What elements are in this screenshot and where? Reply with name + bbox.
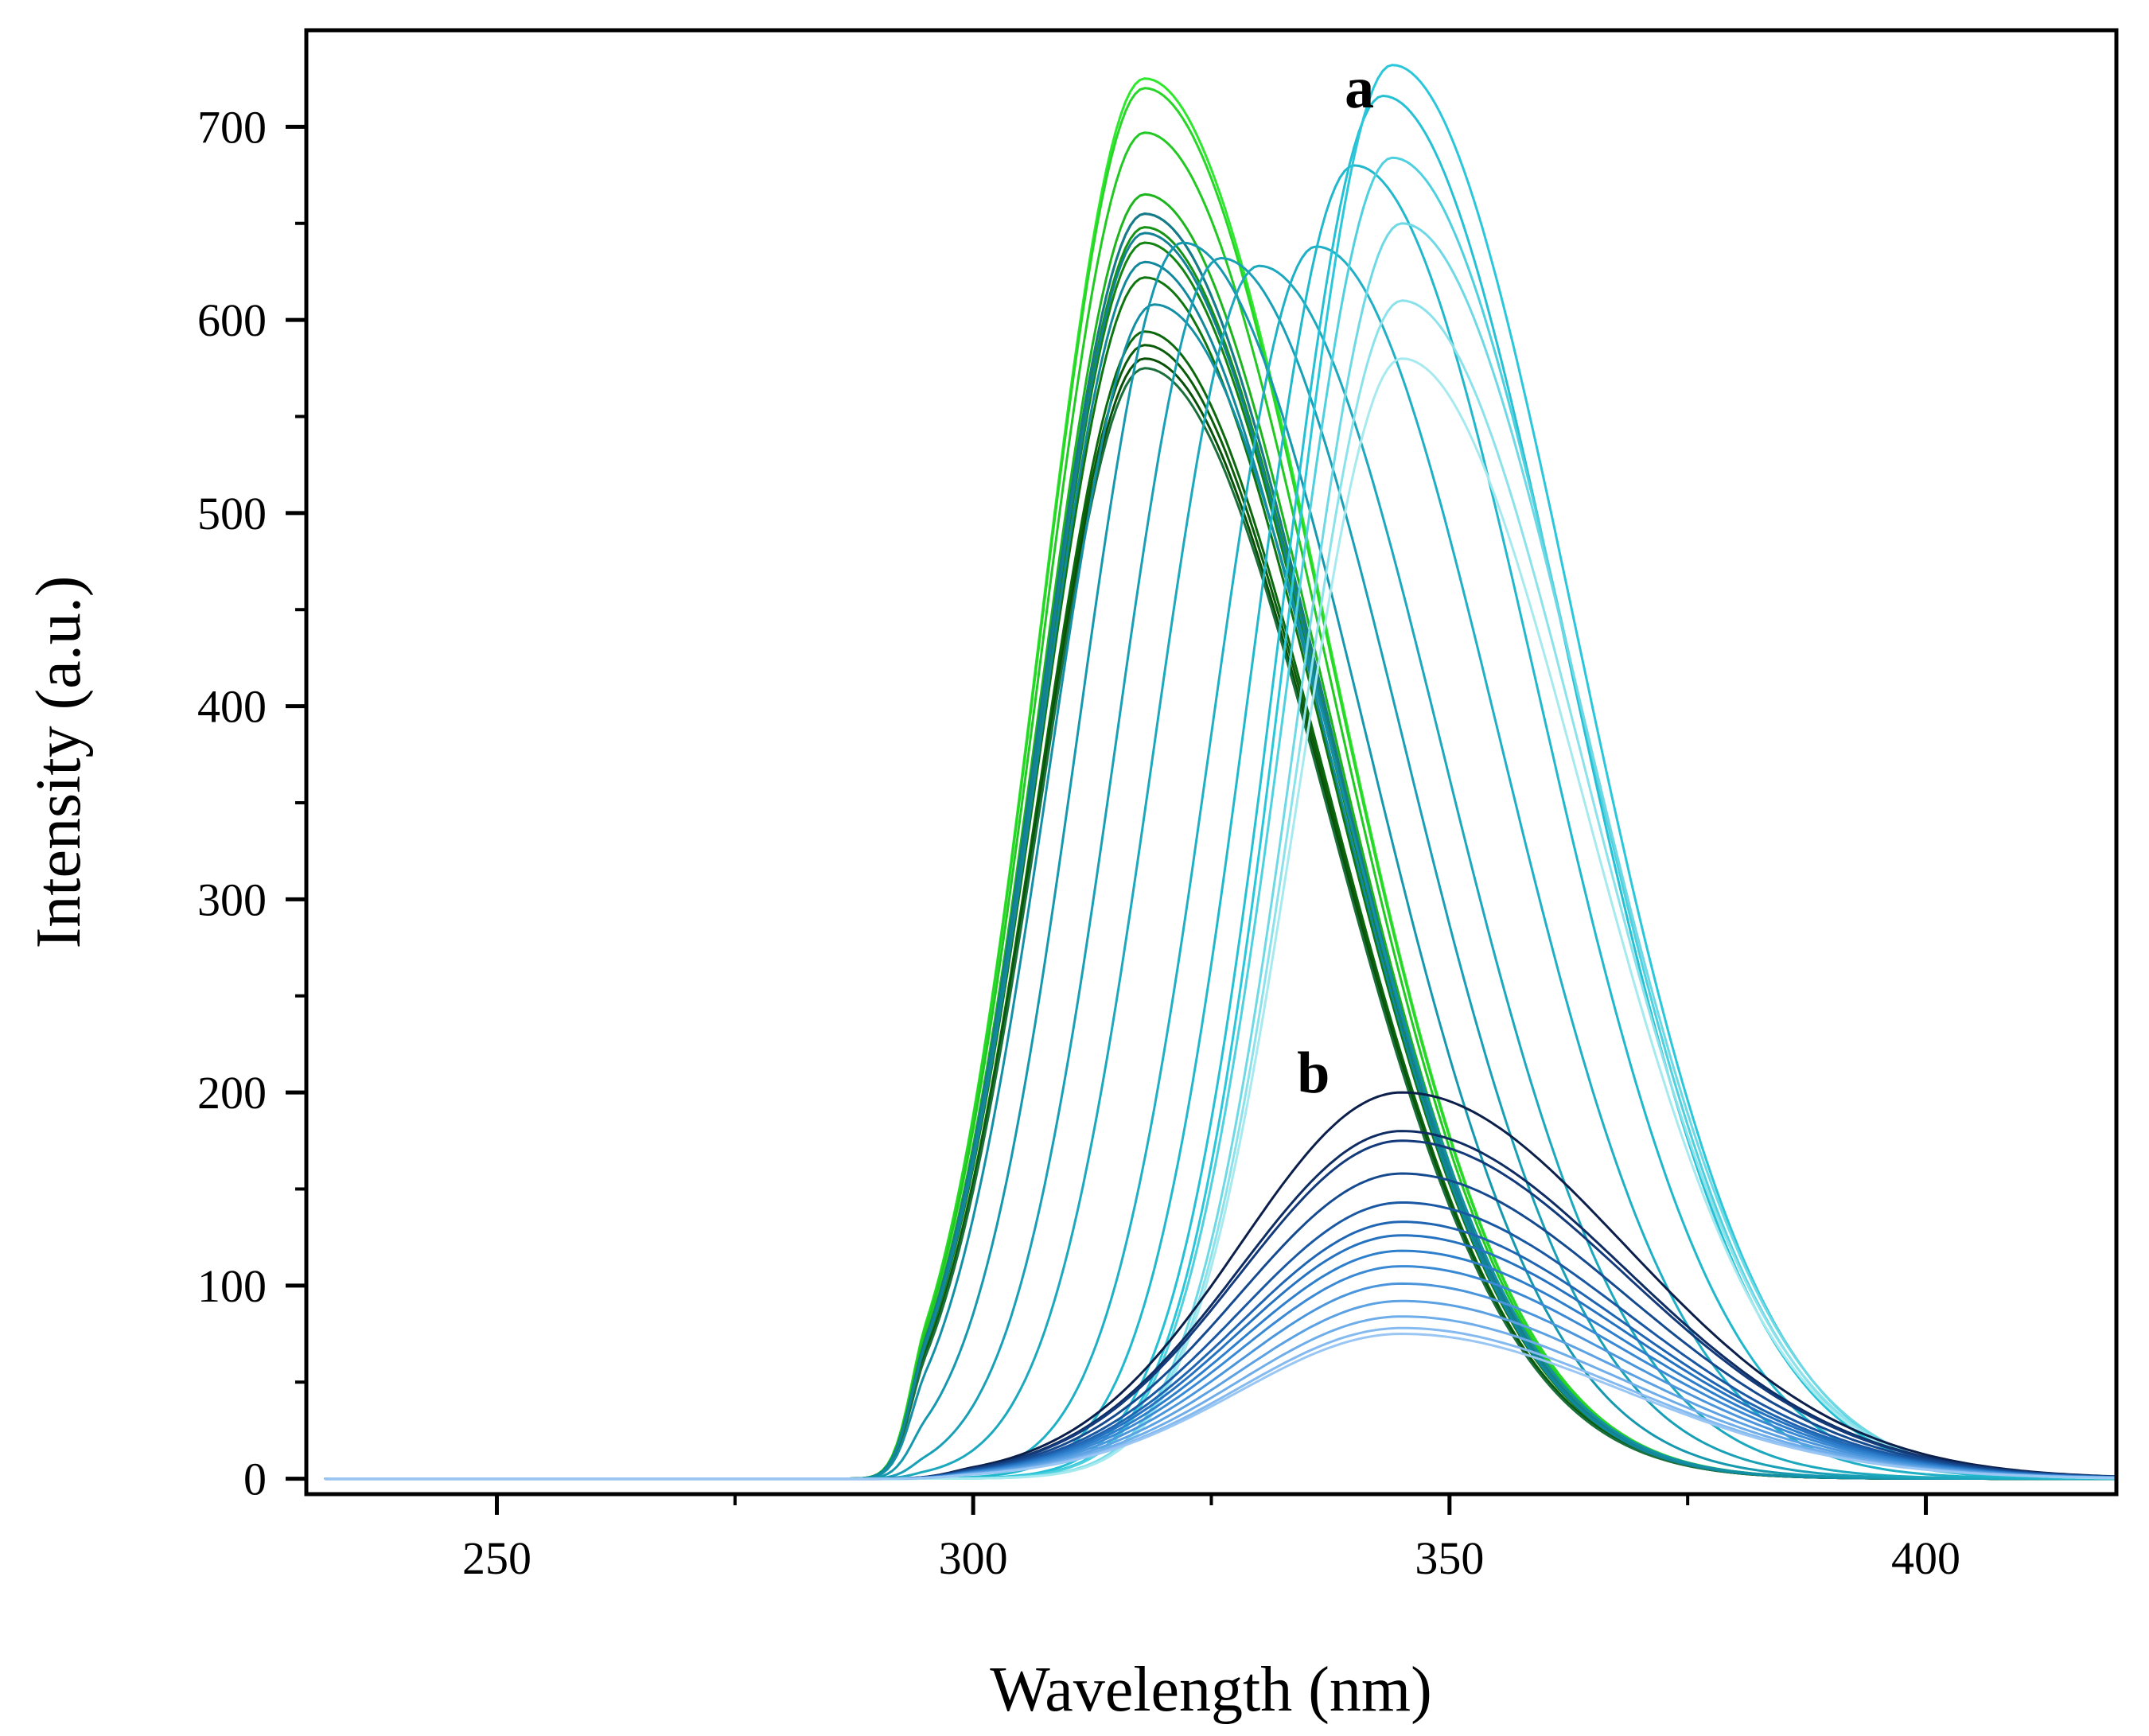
x-tick-label-400: 400 (1891, 1532, 1960, 1584)
series-line-a2 (324, 87, 2118, 1481)
y-tick-label-100: 100 (197, 1260, 267, 1312)
annotation-a: a (1345, 56, 1374, 121)
series-line-a1 (324, 77, 2118, 1481)
y-tick-label-200: 200 (197, 1067, 267, 1119)
series-line-a4 (324, 193, 2118, 1481)
series-line-a10 (324, 344, 2118, 1481)
y-tick-label-300: 300 (197, 874, 267, 925)
x-tick-label-350: 350 (1415, 1532, 1484, 1584)
series-line-a6 (324, 226, 2118, 1481)
series-line-a15 (324, 260, 2118, 1481)
series-line-a11 (324, 357, 2118, 1481)
y-tick-label-600: 600 (197, 294, 267, 346)
plot-frame (304, 28, 2119, 1497)
series-line-a13 (324, 212, 2118, 1481)
series-line-a12 (324, 367, 2118, 1481)
series-layer (324, 64, 2118, 1481)
y-tick-label-500: 500 (197, 488, 267, 539)
y-tick-label-0: 0 (243, 1454, 267, 1505)
series-line-b14 (324, 1333, 2118, 1481)
series-line-a27 (324, 357, 2118, 1481)
x-tick-label-300: 300 (939, 1532, 1008, 1584)
axis-layer: 250 300 350 400 0 100 200 300 400 500 600 700 (197, 101, 1960, 1584)
x-tick-label-250: 250 (462, 1532, 531, 1584)
x-axis-title: Wavelength (nm) (990, 1655, 1432, 1725)
annotation-b: b (1297, 1041, 1329, 1106)
series-line-a25 (324, 222, 2118, 1481)
y-axis-title: Intensity (a.u.) (24, 576, 94, 949)
y-tick-label-400: 400 (197, 681, 267, 733)
y-tick-label-700: 700 (197, 101, 267, 153)
series-line-a5 (324, 212, 2118, 1481)
series-line-a24 (324, 156, 2118, 1481)
series-line-a23 (324, 64, 2118, 1481)
